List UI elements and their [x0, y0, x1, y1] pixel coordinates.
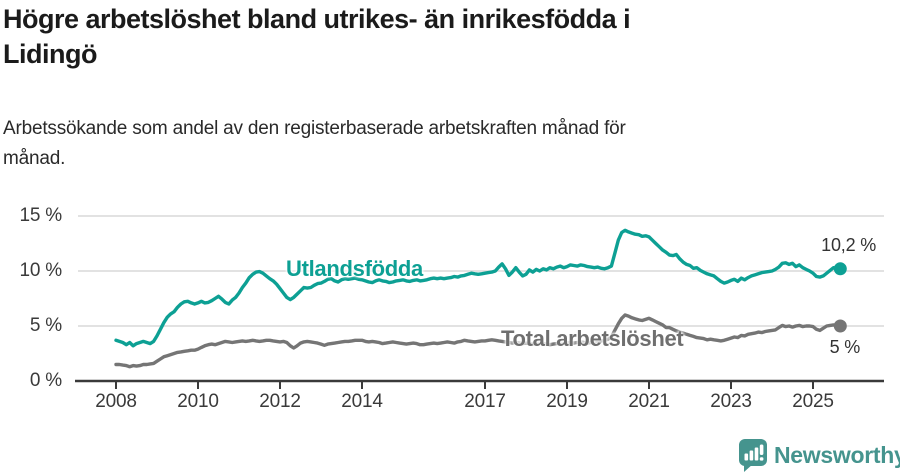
y-axis-label: 15 %	[19, 205, 62, 226]
x-axis-label: 2021	[628, 391, 670, 412]
x-axis-label: 2023	[710, 391, 752, 412]
y-axis-label: 5 %	[29, 315, 62, 336]
total-arbetsloshet-end-dot	[833, 319, 847, 333]
x-axis-ticks	[115, 381, 814, 389]
series-label-total-arbetsloshet: Total arbetslöshet	[501, 326, 684, 351]
x-axis-label: 2008	[95, 391, 137, 412]
subtitle-line-2: månad.	[3, 148, 66, 169]
title-line-2: Lidingö	[3, 39, 97, 69]
end-value-label-total: 5 %	[829, 337, 861, 357]
utlandsfodda-line	[114, 228, 842, 348]
newsworthy-bubble-barchart-icon	[739, 439, 767, 472]
x-axis-label: 2019	[546, 391, 588, 412]
y-axis-label: 0 %	[29, 370, 62, 391]
series-label-utlandsfodda: Utlandsfödda	[286, 256, 423, 281]
utlandsfodda-end-dot	[833, 262, 847, 276]
x-axis-label: 2010	[177, 391, 219, 412]
x-axis-label: 2025	[792, 391, 834, 412]
gridlines	[78, 215, 884, 327]
newsworthy-logo	[739, 439, 767, 472]
x-axis-label: 2014	[341, 391, 383, 412]
x-axis-label: 2017	[464, 391, 506, 412]
brand-name: Newsworthy	[774, 442, 900, 468]
title-line-1: Högre arbetslöshet bland utrikes- än inr…	[3, 4, 631, 34]
total-arbetsloshet-line	[114, 313, 842, 369]
chart-subtitle: Arbetssökande som andel av den registerb…	[3, 114, 743, 174]
end-value-label-utlandsfodda: 10,2 %	[821, 235, 876, 255]
subtitle-line-1: Arbetssökande som andel av den registerb…	[3, 118, 626, 139]
x-axis-label: 2012	[259, 391, 301, 412]
y-axis-label: 10 %	[19, 260, 62, 281]
page-title: Högre arbetslöshet bland utrikes- än inr…	[3, 2, 793, 72]
